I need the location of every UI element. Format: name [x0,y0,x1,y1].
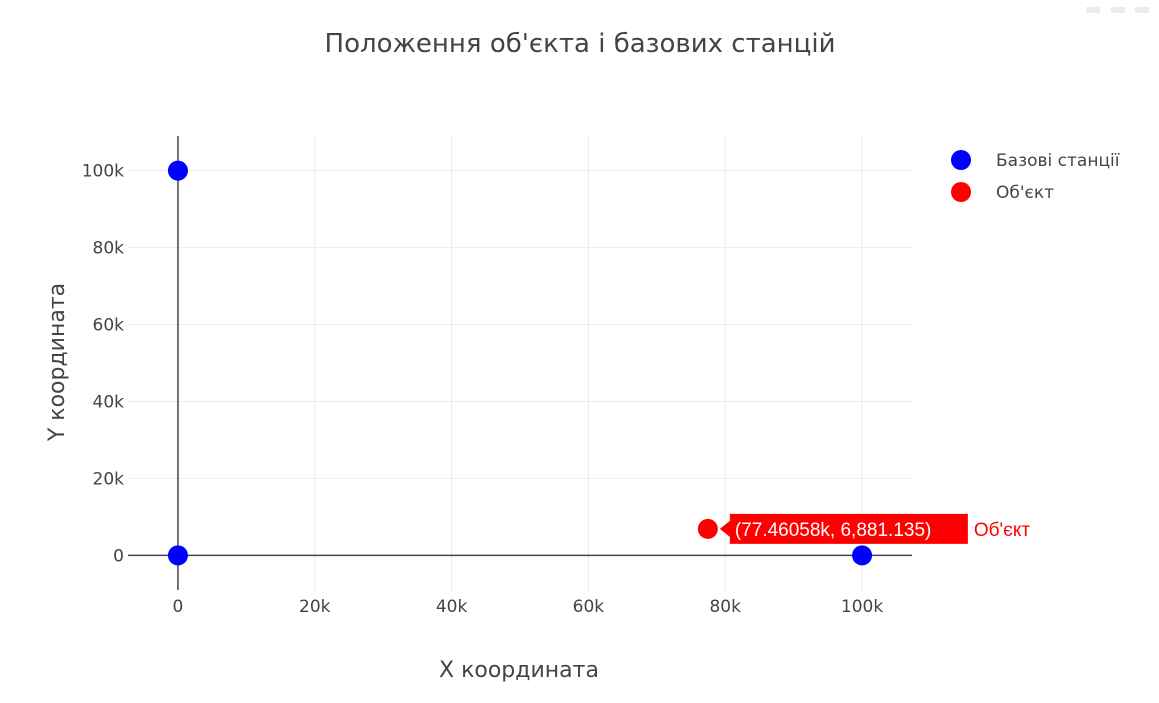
legend[interactable]: Базові станції Об'єкт [951,150,1120,203]
hover-label: (77.46058k, 6,881.135) Об'єкт [719,513,1031,544]
hover-box [719,513,968,544]
y-tick-label: 40k [93,392,125,412]
y-tick-label: 100k [82,162,124,182]
y-tick-label: 0 [113,546,124,566]
legend-marker[interactable] [951,150,971,170]
data-point[interactable] [167,545,188,566]
modebar[interactable] [1080,0,1149,13]
hover-trace-name: Об'єкт [974,520,1031,541]
y-tick-label: 20k [93,469,125,489]
x-tick-label: 60k [573,597,605,617]
x-tick-label: 80k [709,597,741,617]
pan-icon[interactable] [1110,7,1125,13]
legend-label[interactable]: Об'єкт [996,183,1054,203]
legend-label[interactable]: Базові станції [996,151,1120,171]
x-tick-label: 40k [436,597,468,617]
data-point[interactable] [167,160,188,181]
zoom-icon[interactable] [1086,7,1101,13]
grid-lines [128,136,912,590]
x-tick-labels: 0 20k 40k 60k 80k 100k [173,597,884,617]
x-axis-title: X координата [439,658,599,683]
hover-value-text: (77.46058k, 6,881.135) [735,520,932,541]
y-axis-title: Y координата [45,283,70,442]
data-points[interactable] [167,160,873,566]
reset-icon[interactable] [1135,7,1149,13]
data-point[interactable] [852,545,873,566]
legend-marker[interactable] [951,182,971,202]
x-tick-label: 20k [299,597,331,617]
x-tick-label: 0 [173,597,184,617]
y-tick-label: 60k [93,316,125,336]
axes [128,136,912,590]
y-tick-label: 80k [93,239,125,259]
data-point[interactable] [697,518,718,539]
x-tick-label: 100k [841,597,883,617]
chart-title: Положення об'єкта і базових станцій [325,29,836,59]
y-tick-labels: 0 20k 40k 60k 80k 100k [82,162,124,567]
